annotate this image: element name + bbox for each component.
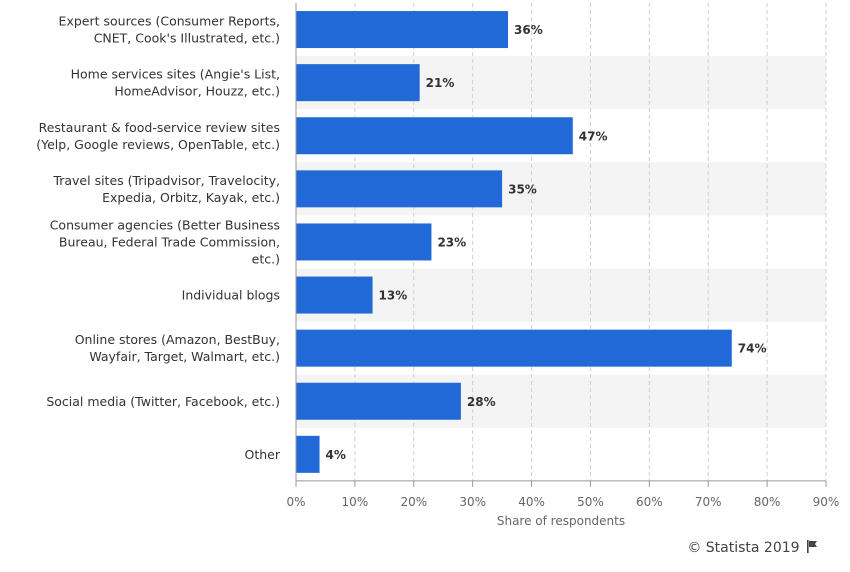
category-label: Individual blogs [182,288,280,303]
value-labels: 36% 21% 47% 35% 23% 13% 74% 28% 4% [326,23,767,462]
x-tick-label: 0% [286,495,305,509]
value-label: 28% [467,395,496,409]
category-label-line: HomeAdvisor, Houzz, etc.) [114,84,280,99]
value-label: 47% [579,129,608,143]
category-label: Online stores (Amazon, BestBuy, Wayfair, … [75,332,280,364]
category-label-line: etc.) [252,251,280,266]
category-label-line: Social media (Twitter, Facebook, etc.) [46,394,280,409]
x-tick-label: 50% [577,495,604,509]
category-label-line: Travel sites (Tripadvisor, Travelocity, [52,173,280,188]
category-label-line: Bureau, Federal Trade Commission, [59,234,280,249]
bars [296,11,732,473]
bar [296,329,732,367]
bar [296,117,573,155]
value-label: 13% [379,289,408,303]
value-label: 4% [326,448,346,462]
category-label-line: Wayfair, Target, Walmart, etc.) [89,349,280,364]
bar [296,170,503,208]
x-tick-label: 10% [342,495,369,509]
x-axis-title: Share of respondents [497,514,625,528]
category-label-line: Expedia, Orbitz, Kayak, etc.) [102,190,280,205]
flag-icon [807,540,817,553]
category-label-line: Expert sources (Consumer Reports, [59,14,280,29]
x-tick-label: 70% [695,495,722,509]
category-label: Social media (Twitter, Facebook, etc.) [46,394,280,409]
statista-credit[interactable]: © Statista 2019 [687,540,818,556]
x-tick-label: 80% [754,495,781,509]
value-label: 23% [437,235,466,249]
value-label: 21% [426,76,455,90]
bar [296,11,508,49]
category-labels: Expert sources (Consumer Reports, CNET, C… [36,14,281,462]
category-label: Expert sources (Consumer Reports, CNET, C… [59,14,280,46]
value-label: 36% [514,23,543,37]
x-axis-ticks: 0% 10% 20% 30% 40% 50% 60% 70% 80% 90% [286,3,839,509]
x-tick-label: 40% [518,495,545,509]
category-label: Consumer agencies (Better Business Bureau… [50,217,280,266]
bar [296,382,461,420]
x-tick-label: 90% [813,495,840,509]
x-tick-label: 60% [636,495,663,509]
bar [296,276,373,314]
category-label-line: Other [245,447,281,462]
x-tick-label: 30% [459,495,486,509]
category-label-line: Restaurant & food-service review sites [39,120,280,135]
x-tick-label: 20% [400,495,427,509]
category-label-line: Consumer agencies (Better Business [50,217,280,232]
bar [296,435,320,473]
value-label: 35% [508,182,537,196]
category-label-line: (Yelp, Google reviews, OpenTable, etc.) [36,137,280,152]
bar [296,64,420,102]
category-label: Restaurant & food-service review sites (Y… [36,120,280,152]
category-label-line: Online stores (Amazon, BestBuy, [75,332,280,347]
credit-text: © Statista 2019 [687,540,800,556]
category-label-line: Individual blogs [182,288,280,303]
row-band [296,268,826,322]
category-label: Other [245,447,281,462]
value-label: 74% [738,342,767,356]
category-label-line: Home services sites (Angie's List, [71,67,280,82]
category-label: Travel sites (Tripadvisor, Travelocity, E… [52,173,280,205]
category-label: Home services sites (Angie's List, HomeAd… [71,67,280,99]
bar [296,223,432,261]
category-label-line: CNET, Cook's Illustrated, etc.) [94,31,280,46]
